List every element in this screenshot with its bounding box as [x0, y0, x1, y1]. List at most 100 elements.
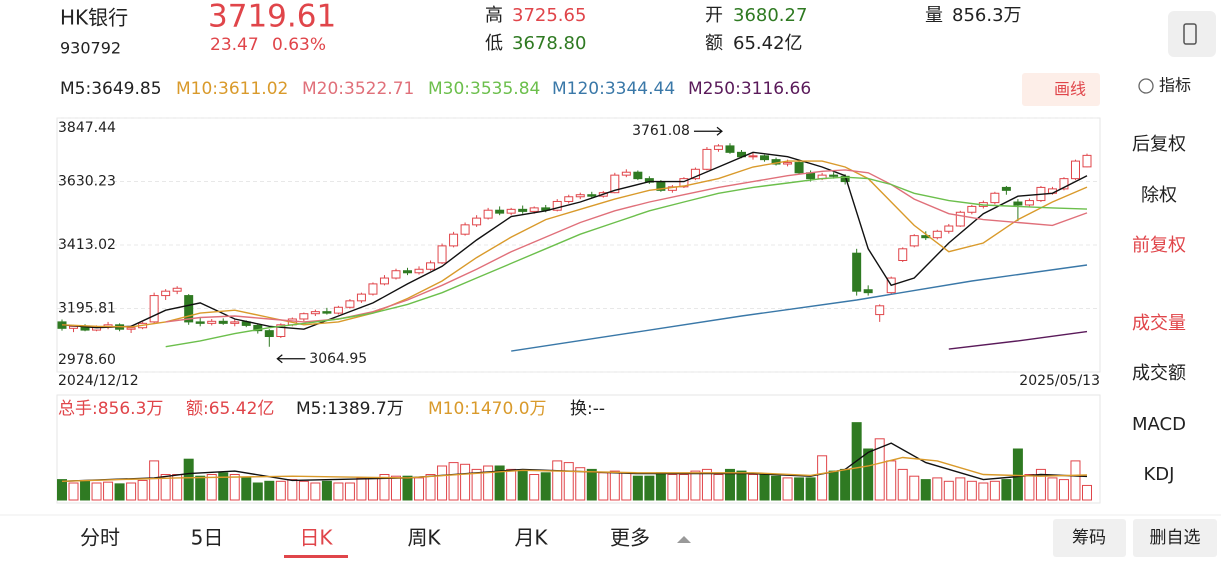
candle-body [391, 270, 401, 279]
volume-bar [379, 474, 390, 501]
volume-bar [68, 482, 79, 501]
device-button[interactable] [1168, 11, 1216, 57]
volume-bar [275, 480, 286, 501]
volume-bar [621, 472, 632, 501]
candle-body [909, 235, 919, 247]
volume-bar [425, 474, 436, 501]
candle-body [690, 168, 700, 180]
tab[interactable]: 5日 [191, 526, 224, 550]
candle-body [172, 287, 182, 292]
x-tick-label: 2025/05/13 [1019, 373, 1100, 389]
candle-body [207, 320, 217, 324]
candle-body [195, 321, 205, 324]
volume-bar [759, 474, 770, 501]
candle-body [149, 295, 159, 323]
volume-bar [1047, 477, 1058, 501]
candle-body [379, 277, 389, 285]
volume-bar [298, 480, 309, 501]
volume-bar [390, 475, 401, 501]
candle-body [794, 162, 804, 174]
ma-legend: M5:3649.85 [60, 79, 162, 99]
x-tick-label: 2024/12/12 [58, 373, 139, 389]
volume-bar [724, 468, 735, 501]
candle-body [356, 293, 366, 302]
volume-bar [160, 474, 171, 501]
change: 23.47 [210, 35, 259, 55]
volume-frame [56, 394, 1101, 504]
y-tick-label: 3630.23 [58, 174, 116, 190]
volume-bar [506, 468, 517, 501]
volume-bar [655, 472, 666, 501]
tab-underline [284, 555, 348, 558]
y-tick-label: 2978.60 [58, 352, 116, 368]
ma-line [511, 264, 1088, 352]
candle-body [518, 208, 528, 212]
remove-label: 删自选 [1150, 528, 1201, 548]
candle-body [529, 207, 539, 212]
volume-bar [955, 477, 966, 501]
high: 3725.65 [512, 5, 586, 26]
candle-body [587, 194, 597, 197]
sidebar-item[interactable]: 后复权 [1132, 134, 1186, 155]
volume-bar [1070, 460, 1081, 501]
volume-bar [80, 480, 91, 501]
volume-bar [126, 482, 137, 501]
volume-bar [828, 470, 839, 501]
tab[interactable]: 分时 [80, 526, 120, 550]
ma-legend: M30:3535.84 [428, 79, 540, 99]
remove-button[interactable]: 删自选 [1133, 519, 1217, 557]
volume-bar [805, 477, 816, 501]
candle-body [161, 290, 171, 297]
sidebar-item[interactable]: 前复权 [1132, 235, 1186, 256]
tab[interactable]: 月K [514, 526, 548, 550]
volume-bar [874, 438, 885, 501]
volume-legend: 换:-- [570, 399, 605, 419]
candle-body [322, 311, 332, 314]
volume-bar [840, 468, 851, 501]
indicator-button[interactable]: 指标 [1138, 76, 1191, 95]
candle-body [863, 289, 873, 294]
candle-body [967, 205, 977, 213]
candle-body [1082, 154, 1092, 168]
volume-bar [713, 474, 724, 501]
candle-body [333, 306, 343, 314]
sidebar-item[interactable]: 成交额 [1132, 363, 1186, 384]
volume-bar [598, 472, 609, 501]
sidebar-item[interactable]: KDJ [1144, 464, 1175, 485]
stock-name: HK银行 [60, 6, 128, 30]
ma-line [948, 330, 1088, 350]
volume-bar [57, 479, 67, 501]
volume-bar [356, 477, 367, 501]
candle-body [184, 295, 194, 323]
candle-body [702, 148, 712, 170]
tab[interactable]: 日K [299, 526, 333, 550]
candle-body [955, 211, 965, 227]
draw-button[interactable]: 画线 [1022, 73, 1100, 106]
volume-bar [863, 448, 874, 501]
volume-bar [437, 465, 448, 501]
tab[interactable]: 更多 [610, 526, 650, 550]
chip-button[interactable]: 筹码 [1053, 519, 1126, 557]
candle-body [944, 225, 954, 232]
volume-bar [367, 477, 378, 501]
draw-label: 画线 [1054, 80, 1086, 99]
volume-bar [517, 470, 528, 501]
candle-body [230, 321, 240, 324]
volume-bar [218, 472, 229, 501]
volume-bar [943, 480, 954, 501]
candle-body [253, 324, 263, 332]
y-tick-label: 3413.02 [58, 237, 116, 253]
sidebar-item[interactable]: 除权 [1141, 185, 1177, 206]
tab[interactable]: 周K [407, 526, 441, 550]
sidebar-item[interactable]: MACD [1132, 414, 1186, 435]
low-label: 低 [485, 33, 503, 54]
sidebar-item[interactable]: 成交量 [1132, 313, 1186, 334]
change-pct: 0.63% [272, 35, 326, 55]
volume-bar [575, 467, 586, 501]
volume-bar [552, 460, 563, 501]
candle-body [760, 155, 770, 161]
volume-bar [966, 480, 977, 501]
candle-body [276, 324, 286, 338]
volume-ma-line [61, 456, 1088, 482]
volume-bar [241, 477, 252, 501]
